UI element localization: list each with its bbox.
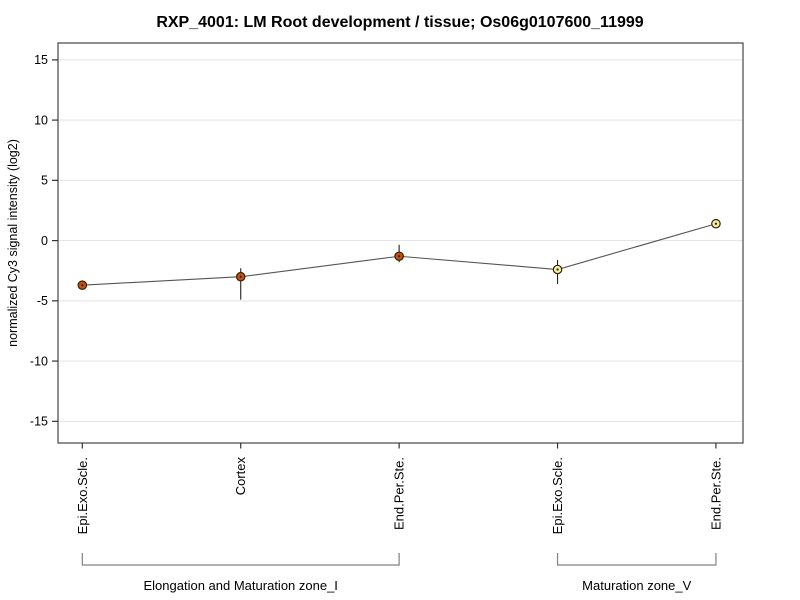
group-label: Maturation zone_V [582,578,691,593]
x-category-label: Epi.Exo.Scle. [550,457,565,534]
data-point-center-dot [398,255,401,258]
y-axis-title: normalized Cy3 signal intensity (log2) [6,139,20,347]
grid-layer [58,59,743,422]
y-tick-label: -10 [30,354,48,368]
group-bracket-layer: Elongation and Maturation zone_I Maturati… [81,553,717,593]
y-tick-label: 15 [34,53,48,67]
data-point-center-dot [239,275,242,278]
x-category-label: End.Per.Ste. [392,457,407,530]
plot-box [57,42,744,444]
chart-title: RXP_4001: LM Root development / tissue; … [156,14,643,31]
y-tick-label: -15 [30,415,48,429]
x-category-label: Epi.Exo.Scle. [75,457,90,534]
y-tick-label: 0 [41,234,48,248]
data-series-layer [77,218,721,300]
data-point-center-dot [81,284,84,287]
y-tick-label: -5 [37,294,48,308]
x-category-label: Cortex [233,457,248,496]
group-bracket [81,553,400,566]
axis-layer: 15 10 5 0 -5 -10 -15 Epi.Exo.Scle. Cortex End.Per… [30,42,744,534]
group-bracket [556,553,717,566]
data-point-center-dot [556,268,559,271]
x-category-label: End.Per.Ste. [708,457,723,530]
group-label: Elongation and Maturation zone_I [144,578,338,593]
data-point-center-dot [714,222,718,225]
y-tick-label: 5 [41,174,48,188]
y-tick-label: 10 [34,113,48,127]
